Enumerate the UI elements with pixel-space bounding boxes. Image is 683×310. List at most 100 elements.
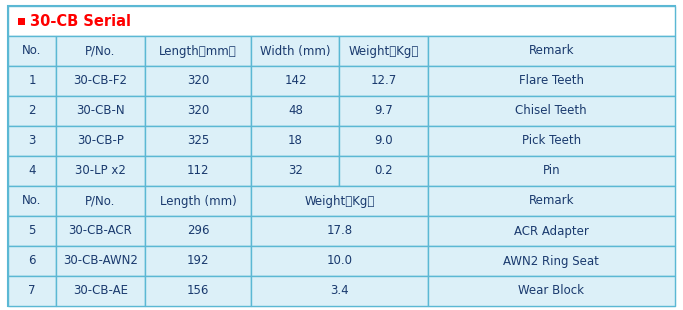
Text: 5: 5 (28, 224, 36, 237)
Text: 10.0: 10.0 (326, 255, 352, 268)
Text: 48: 48 (288, 104, 303, 117)
Bar (251, 96, 339, 126)
Bar (145, 36, 251, 66)
Text: 30-CB-AE: 30-CB-AE (73, 285, 128, 298)
Bar (339, 126, 428, 156)
Text: Pin: Pin (542, 165, 560, 178)
Bar (56, 156, 145, 186)
Text: 30-CB-F2: 30-CB-F2 (73, 74, 127, 87)
Text: 325: 325 (187, 135, 209, 148)
Text: 3: 3 (28, 135, 36, 148)
Bar (8, 246, 56, 276)
Bar (8, 156, 56, 186)
Bar (145, 186, 251, 216)
Text: 2: 2 (28, 104, 36, 117)
Bar (428, 156, 675, 186)
Bar (56, 96, 145, 126)
Bar (251, 246, 428, 276)
Bar (428, 126, 675, 156)
Text: 30-LP x2: 30-LP x2 (75, 165, 126, 178)
Text: Length（mm）: Length（mm） (159, 45, 237, 57)
Text: Length (mm): Length (mm) (160, 194, 236, 207)
Text: AWN2 Ring Seat: AWN2 Ring Seat (503, 255, 599, 268)
Bar (339, 36, 428, 66)
Text: 12.7: 12.7 (370, 74, 397, 87)
Text: 142: 142 (284, 74, 307, 87)
Text: 6: 6 (28, 255, 36, 268)
Bar (145, 96, 251, 126)
Bar (145, 216, 251, 246)
Bar (8, 186, 56, 216)
Text: 18: 18 (288, 135, 303, 148)
Bar (8, 96, 56, 126)
Bar (56, 36, 145, 66)
Text: 1: 1 (28, 74, 36, 87)
Bar (251, 216, 428, 246)
Text: 9.0: 9.0 (374, 135, 393, 148)
Bar (145, 246, 251, 276)
Text: Wear Block: Wear Block (518, 285, 584, 298)
Text: 9.7: 9.7 (374, 104, 393, 117)
Bar (251, 126, 339, 156)
Bar (8, 6, 675, 36)
Text: 112: 112 (187, 165, 210, 178)
Text: 17.8: 17.8 (326, 224, 352, 237)
Bar (145, 156, 251, 186)
Text: ACR Adapter: ACR Adapter (514, 224, 589, 237)
Text: 296: 296 (187, 224, 210, 237)
Bar (56, 186, 145, 216)
Bar (8, 216, 56, 246)
Bar (428, 186, 675, 216)
Bar (145, 66, 251, 96)
Bar (145, 276, 251, 306)
Bar (428, 36, 675, 66)
Text: 0.2: 0.2 (374, 165, 393, 178)
Bar (8, 126, 56, 156)
Text: Remark: Remark (529, 45, 574, 57)
Text: Chisel Teeth: Chisel Teeth (516, 104, 587, 117)
Text: 4: 4 (28, 165, 36, 178)
Text: 32: 32 (288, 165, 303, 178)
Bar (56, 276, 145, 306)
Text: 320: 320 (187, 104, 209, 117)
Bar (145, 126, 251, 156)
Bar (56, 216, 145, 246)
Text: No.: No. (23, 194, 42, 207)
Bar (339, 156, 428, 186)
Bar (428, 66, 675, 96)
Bar (339, 96, 428, 126)
Bar (339, 66, 428, 96)
Bar (428, 246, 675, 276)
Bar (251, 276, 428, 306)
Bar (428, 96, 675, 126)
Bar (56, 126, 145, 156)
Bar (8, 66, 56, 96)
Text: P/No.: P/No. (85, 45, 115, 57)
Text: 7: 7 (28, 285, 36, 298)
Text: 30-CB Serial: 30-CB Serial (30, 14, 131, 29)
Text: 192: 192 (187, 255, 210, 268)
Bar (18, 17, 25, 24)
Text: 30-CB-N: 30-CB-N (76, 104, 125, 117)
Text: Remark: Remark (529, 194, 574, 207)
Text: 3.4: 3.4 (330, 285, 349, 298)
Bar (428, 276, 675, 306)
Text: Pick Teeth: Pick Teeth (522, 135, 581, 148)
Text: 30-CB-AWN2: 30-CB-AWN2 (63, 255, 138, 268)
Text: P/No.: P/No. (85, 194, 115, 207)
Bar (251, 186, 428, 216)
Text: Weight（Kg）: Weight（Kg） (305, 194, 375, 207)
Bar (251, 36, 339, 66)
Text: Width (mm): Width (mm) (260, 45, 331, 57)
Text: No.: No. (23, 45, 42, 57)
Text: 320: 320 (187, 74, 209, 87)
Bar (56, 246, 145, 276)
Bar (251, 66, 339, 96)
Bar (8, 276, 56, 306)
Bar (428, 216, 675, 246)
Text: 30-CB-P: 30-CB-P (77, 135, 124, 148)
Bar (8, 36, 56, 66)
Text: 156: 156 (187, 285, 209, 298)
Text: Flare Teeth: Flare Teeth (519, 74, 584, 87)
Text: Weight（Kg）: Weight（Kg） (348, 45, 419, 57)
